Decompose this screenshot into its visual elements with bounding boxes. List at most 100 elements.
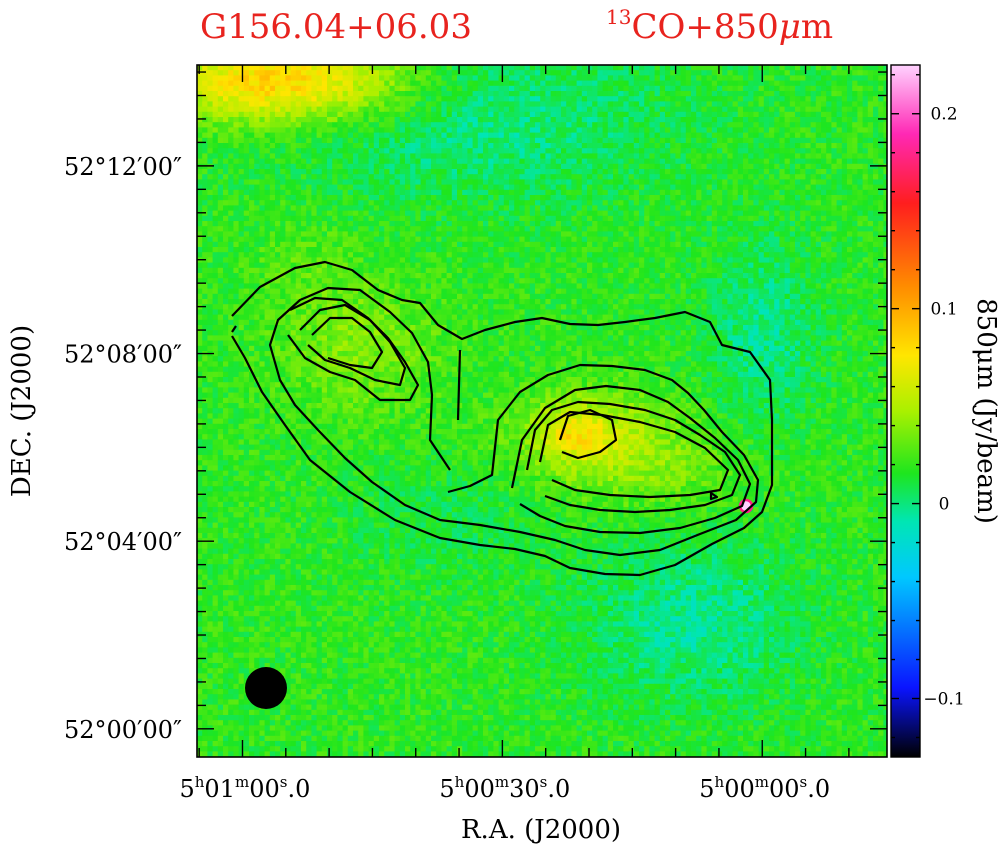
map-pixel xyxy=(758,241,765,248)
map-pixel xyxy=(696,247,702,253)
map-pixel xyxy=(878,158,884,165)
map-pixel xyxy=(483,137,489,144)
map-pixel xyxy=(379,241,385,248)
map-pixel xyxy=(441,247,447,253)
map-pixel xyxy=(769,184,775,191)
map-pixel xyxy=(384,122,390,128)
map-pixel xyxy=(550,117,557,123)
map-pixel xyxy=(784,127,791,133)
map-pixel xyxy=(410,148,416,154)
map-pixel xyxy=(306,117,312,123)
map-pixel xyxy=(649,65,655,71)
map-pixel xyxy=(795,174,801,180)
map-pixel xyxy=(670,195,676,201)
map-pixel xyxy=(654,75,661,81)
map-pixel xyxy=(301,75,307,81)
map-pixel xyxy=(701,205,707,211)
map-pixel xyxy=(732,96,739,102)
map-pixel xyxy=(431,221,437,227)
map-pixel xyxy=(737,137,744,144)
map-pixel xyxy=(337,111,343,118)
map-pixel xyxy=(535,200,541,206)
map-pixel xyxy=(197,184,203,191)
map-pixel xyxy=(399,184,406,191)
map-pixel xyxy=(753,184,759,191)
map-pixel xyxy=(847,127,853,133)
map-pixel xyxy=(368,75,375,81)
map-pixel xyxy=(498,153,505,159)
map-pixel xyxy=(732,200,739,206)
map-pixel xyxy=(571,200,577,206)
map-pixel xyxy=(795,137,801,144)
map-pixel xyxy=(841,189,848,196)
map-pixel xyxy=(654,200,661,206)
map-pixel xyxy=(805,200,811,206)
map-pixel xyxy=(197,247,203,253)
map-pixel xyxy=(410,85,416,92)
map-pixel xyxy=(758,174,765,180)
map-pixel xyxy=(493,143,499,149)
map-pixel xyxy=(654,231,661,237)
map-pixel xyxy=(737,127,744,133)
map-pixel xyxy=(451,127,458,133)
map-pixel xyxy=(706,148,713,154)
map-pixel xyxy=(576,117,583,123)
map-pixel xyxy=(373,101,380,107)
map-pixel xyxy=(883,127,887,133)
map-pixel xyxy=(275,174,281,180)
map-pixel xyxy=(290,111,297,118)
map-pixel xyxy=(306,143,312,149)
map-pixel xyxy=(737,117,744,123)
map-pixel xyxy=(342,247,349,253)
map-pixel xyxy=(576,241,583,248)
map-pixel xyxy=(212,231,219,237)
map-pixel xyxy=(878,85,884,92)
map-pixel xyxy=(217,158,224,165)
map-pixel xyxy=(862,153,869,159)
map-pixel xyxy=(711,111,718,118)
map-pixel xyxy=(197,195,203,201)
map-pixel xyxy=(618,117,624,123)
map-pixel xyxy=(493,127,499,133)
map-pixel xyxy=(826,210,832,217)
map-pixel xyxy=(306,174,312,180)
map-pixel xyxy=(670,252,676,258)
map-pixel xyxy=(228,174,234,180)
map-pixel xyxy=(503,221,510,227)
map-pixel xyxy=(555,117,562,123)
map-pixel xyxy=(280,70,286,76)
map-pixel xyxy=(217,80,224,87)
map-pixel xyxy=(280,132,286,139)
map-pixel xyxy=(394,252,401,258)
map-pixel xyxy=(332,231,338,237)
map-pixel xyxy=(425,96,432,102)
map-pixel xyxy=(774,111,780,118)
map-pixel xyxy=(545,101,551,107)
map-pixel xyxy=(233,236,239,243)
map-pixel xyxy=(701,106,707,113)
map-pixel xyxy=(457,221,463,227)
map-pixel xyxy=(623,158,629,165)
map-pixel xyxy=(405,127,411,133)
map-pixel xyxy=(753,65,759,71)
map-pixel xyxy=(363,174,369,180)
map-pixel xyxy=(519,236,525,243)
map-pixel xyxy=(238,85,245,92)
map-pixel xyxy=(488,96,494,102)
map-pixel xyxy=(441,85,447,92)
map-pixel xyxy=(566,91,572,97)
map-pixel xyxy=(249,226,255,232)
map-pixel xyxy=(425,215,432,222)
map-pixel xyxy=(353,257,359,263)
map-pixel xyxy=(477,247,484,253)
map-pixel xyxy=(467,195,473,201)
map-pixel xyxy=(254,127,260,133)
map-pixel xyxy=(295,70,302,76)
map-pixel xyxy=(264,122,271,128)
map-pixel xyxy=(498,132,505,139)
map-pixel xyxy=(722,184,728,191)
map-pixel xyxy=(441,215,447,222)
map-pixel xyxy=(415,205,421,211)
map-pixel xyxy=(384,163,390,170)
map-pixel xyxy=(431,106,437,113)
